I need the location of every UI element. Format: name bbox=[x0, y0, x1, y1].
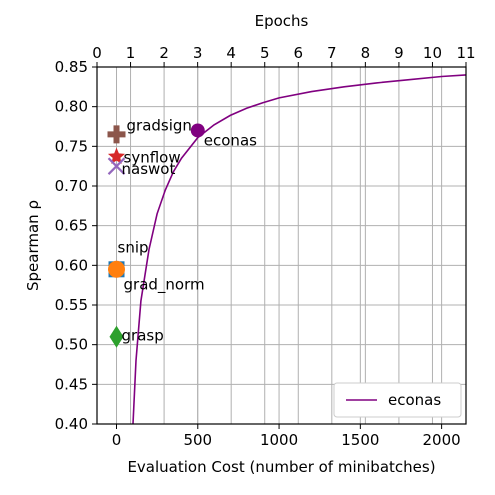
legend: econas bbox=[333, 382, 462, 418]
x-tick-label: 0 bbox=[112, 431, 122, 449]
x2-tick-label: 1 bbox=[126, 44, 136, 62]
point-label-gradsign: gradsign bbox=[127, 116, 192, 134]
synflow-marker bbox=[107, 147, 126, 164]
x2-tick-label: 5 bbox=[260, 44, 270, 62]
naswot-marker bbox=[107, 157, 126, 175]
econas-line bbox=[132, 74, 466, 424]
y-tick-label: 0.65 bbox=[55, 217, 88, 235]
y-tick-label: 0.80 bbox=[55, 98, 88, 116]
econas-marker bbox=[190, 123, 205, 138]
gradsign-marker bbox=[107, 125, 126, 144]
y-tick-label: 0.45 bbox=[55, 375, 88, 393]
x2-tick-label: 0 bbox=[92, 44, 102, 62]
x2-tick-label: 9 bbox=[394, 44, 404, 62]
x-tick-label: 2000 bbox=[423, 431, 461, 449]
x2-tick-label: 3 bbox=[193, 44, 203, 62]
x2-tick-label: 6 bbox=[293, 44, 303, 62]
x2-axis-label: Epochs bbox=[255, 12, 309, 30]
x2-tick-label: 7 bbox=[327, 44, 337, 62]
point-label-grasp: grasp bbox=[122, 327, 164, 345]
x2-tick-label: 2 bbox=[159, 44, 169, 62]
point-label-snip: snip bbox=[118, 238, 149, 256]
y-tick-label: 0.75 bbox=[55, 137, 88, 155]
ticks-layer: 0 500 1000 1500 2000 0 1 2 3 4 5 6 7 8 9 10 11 0.40 0.45 0.… bbox=[55, 44, 476, 449]
econas-curve-layer bbox=[132, 74, 466, 424]
y-axis-label: Spearman ρ bbox=[24, 200, 42, 291]
x-tick-label: 500 bbox=[183, 431, 212, 449]
x-tick-label: 1500 bbox=[341, 431, 379, 449]
y-tick-label: 0.60 bbox=[55, 256, 88, 274]
point-label-econas: econas bbox=[204, 131, 257, 149]
point-label-synflow: synflow bbox=[124, 149, 181, 167]
plot-frame bbox=[96, 66, 467, 425]
point-label-grad_norm: grad_norm bbox=[124, 275, 205, 294]
y-tick-label: 0.55 bbox=[55, 296, 88, 314]
x2-tick-label: 10 bbox=[423, 44, 442, 62]
y-tick-label: 0.40 bbox=[55, 415, 88, 433]
x2-tick-label: 11 bbox=[456, 44, 475, 62]
legend-label-econas: econas bbox=[388, 391, 441, 409]
grasp-marker bbox=[109, 325, 124, 348]
point-label-naswot: naswot bbox=[122, 160, 176, 178]
x-axis-label: Evaluation Cost (number of minibatches) bbox=[127, 458, 435, 476]
y-tick-label: 0.50 bbox=[55, 336, 88, 354]
legend-box bbox=[333, 382, 462, 418]
y-tick-label: 0.85 bbox=[55, 58, 88, 76]
markers-layer bbox=[107, 123, 205, 348]
x2-tick-label: 8 bbox=[361, 44, 371, 62]
x-tick-label: 1000 bbox=[260, 431, 298, 449]
grad_norm-marker bbox=[108, 260, 126, 278]
x2-tick-label: 4 bbox=[226, 44, 236, 62]
y-tick-label: 0.70 bbox=[55, 177, 88, 195]
